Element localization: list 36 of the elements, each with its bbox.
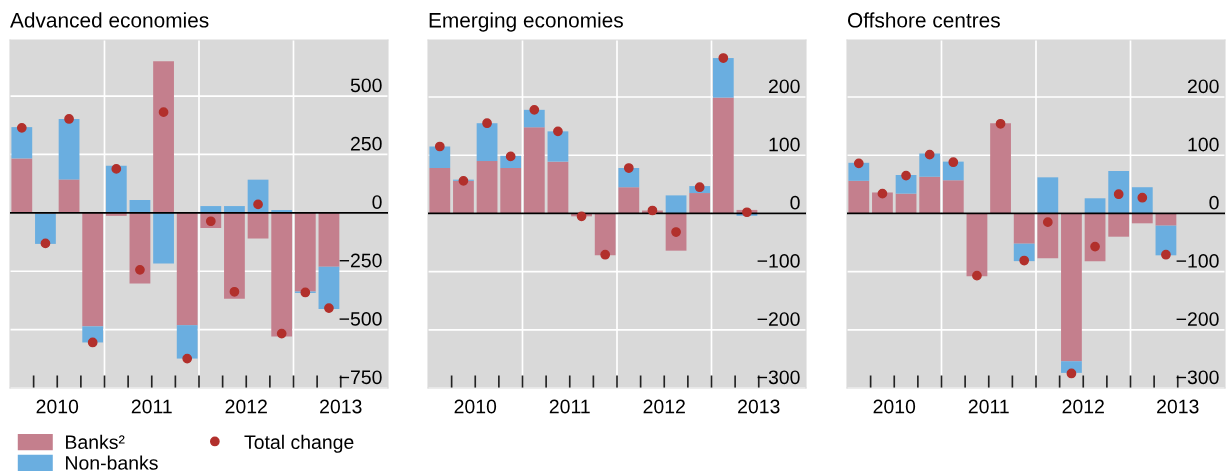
x-tick-label: 2013 bbox=[1157, 399, 1199, 414]
y-tick-label: 0 bbox=[1209, 195, 1219, 210]
y-tick-label: 200 bbox=[1187, 79, 1219, 94]
y-tick-label: −300 bbox=[757, 370, 800, 385]
y-tick-label: 100 bbox=[769, 137, 800, 152]
x-tick-label: 2010 bbox=[36, 399, 79, 414]
y-tick-label: −750 bbox=[339, 370, 382, 385]
y-tick-label: 0 bbox=[790, 195, 800, 210]
y-tick-label: 100 bbox=[1188, 137, 1219, 152]
legend-label: Total change bbox=[244, 434, 354, 453]
x-tick-label: 2012 bbox=[1062, 399, 1104, 414]
chart-title: Offshore centres bbox=[847, 12, 1000, 28]
y-tick-label: −300 bbox=[1176, 370, 1219, 385]
chart-title: Advanced economies bbox=[10, 12, 209, 28]
x-tick-label: 2010 bbox=[454, 399, 497, 414]
legend-label: Non-banks bbox=[66, 455, 158, 470]
x-tick-label: 2010 bbox=[873, 399, 916, 414]
x-tick-label: 2013 bbox=[320, 399, 362, 414]
y-tick-label: 200 bbox=[768, 79, 800, 94]
y-tick-label: 250 bbox=[350, 136, 382, 151]
x-tick-label: 2011 bbox=[549, 399, 590, 414]
x-tick-label: 2012 bbox=[225, 399, 267, 414]
y-tick-label: 0 bbox=[372, 195, 382, 209]
x-tick-label: 2013 bbox=[738, 399, 780, 414]
y-tick-label: −100 bbox=[757, 254, 800, 268]
y-tick-label: −200 bbox=[757, 312, 800, 326]
legend-label: Banks² bbox=[66, 434, 125, 450]
chart-title: Emerging economies bbox=[429, 12, 623, 32]
y-tick-label: −250 bbox=[339, 253, 382, 268]
x-tick-label: 2011 bbox=[131, 399, 172, 414]
y-tick-label: −200 bbox=[1176, 312, 1219, 326]
x-tick-label: 2011 bbox=[968, 399, 1009, 414]
x-tick-label: 2012 bbox=[643, 399, 685, 414]
y-tick-label: 500 bbox=[350, 78, 382, 93]
y-tick-label: −500 bbox=[339, 312, 382, 326]
y-tick-label: −100 bbox=[1176, 254, 1219, 268]
